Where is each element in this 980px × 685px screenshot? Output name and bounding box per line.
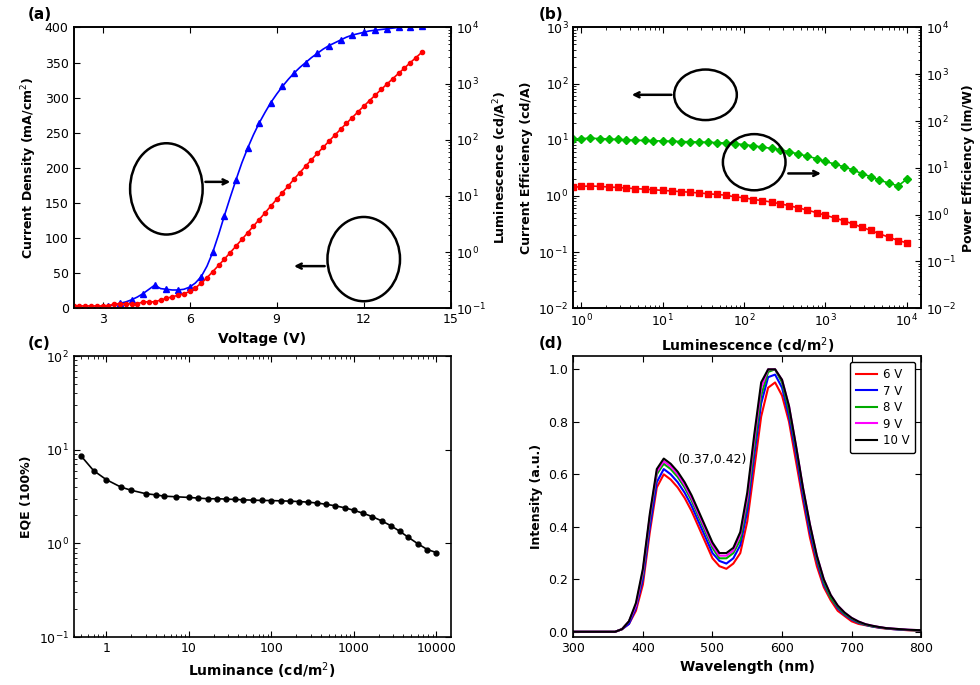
8 V [672, 473, 684, 481]
10 V [567, 627, 579, 636]
10 V [644, 510, 656, 518]
Line: 6 V: 6 V [573, 382, 921, 632]
8 V [679, 484, 691, 492]
Line: 10 V: 10 V [573, 369, 921, 632]
9 V [762, 365, 774, 373]
Line: 9 V: 9 V [573, 369, 921, 632]
6 V [644, 528, 656, 536]
Y-axis label: Current Density (mA/cm$^2$): Current Density (mA/cm$^2$) [20, 77, 39, 259]
9 V [908, 626, 920, 634]
10 V [915, 626, 927, 634]
Y-axis label: EQE (100%): EQE (100%) [20, 456, 33, 538]
10 V [672, 468, 684, 476]
8 V [915, 626, 927, 634]
Text: (b): (b) [539, 7, 563, 22]
X-axis label: Luminescence (cd/m$^2$): Luminescence (cd/m$^2$) [661, 335, 834, 356]
Text: (0.37,0.42): (0.37,0.42) [678, 453, 747, 466]
9 V [825, 591, 837, 599]
6 V [679, 494, 691, 502]
Text: (d): (d) [539, 336, 563, 351]
Text: (c): (c) [28, 336, 51, 351]
10 V [679, 478, 691, 486]
X-axis label: Luminance (cd/m$^2$): Luminance (cd/m$^2$) [188, 660, 336, 681]
6 V [825, 596, 837, 604]
6 V [769, 378, 781, 386]
6 V [567, 627, 579, 636]
8 V [825, 594, 837, 602]
8 V [644, 515, 656, 523]
9 V [915, 626, 927, 634]
Line: 7 V: 7 V [573, 375, 921, 632]
Text: (a): (a) [28, 7, 52, 22]
6 V [915, 627, 927, 635]
7 V [769, 371, 781, 379]
Y-axis label: Power Efficiency (lm/W): Power Efficiency (lm/W) [961, 84, 975, 251]
9 V [679, 481, 691, 489]
7 V [672, 478, 684, 486]
7 V [825, 594, 837, 602]
9 V [644, 512, 656, 521]
7 V [915, 626, 927, 634]
9 V [804, 520, 815, 528]
Y-axis label: Luminescence (cd/A$^2$): Luminescence (cd/A$^2$) [491, 91, 509, 245]
Y-axis label: Intensity (a.u.): Intensity (a.u.) [530, 444, 543, 549]
X-axis label: Voltage (V): Voltage (V) [219, 332, 306, 346]
10 V [762, 365, 774, 373]
Y-axis label: Current Efficiency (cd/A): Current Efficiency (cd/A) [519, 82, 533, 254]
6 V [908, 626, 920, 634]
9 V [567, 627, 579, 636]
7 V [567, 627, 579, 636]
7 V [804, 528, 815, 536]
6 V [672, 484, 684, 492]
9 V [672, 470, 684, 478]
6 V [804, 533, 815, 541]
10 V [804, 520, 815, 528]
7 V [679, 488, 691, 497]
8 V [567, 627, 579, 636]
8 V [908, 626, 920, 634]
10 V [825, 591, 837, 599]
8 V [804, 523, 815, 531]
7 V [908, 626, 920, 634]
X-axis label: Wavelength (nm): Wavelength (nm) [680, 660, 814, 675]
10 V [908, 626, 920, 634]
Legend: 6 V, 7 V, 8 V, 9 V, 10 V: 6 V, 7 V, 8 V, 9 V, 10 V [850, 362, 915, 453]
7 V [644, 523, 656, 531]
8 V [769, 365, 781, 373]
Line: 8 V: 8 V [573, 369, 921, 632]
